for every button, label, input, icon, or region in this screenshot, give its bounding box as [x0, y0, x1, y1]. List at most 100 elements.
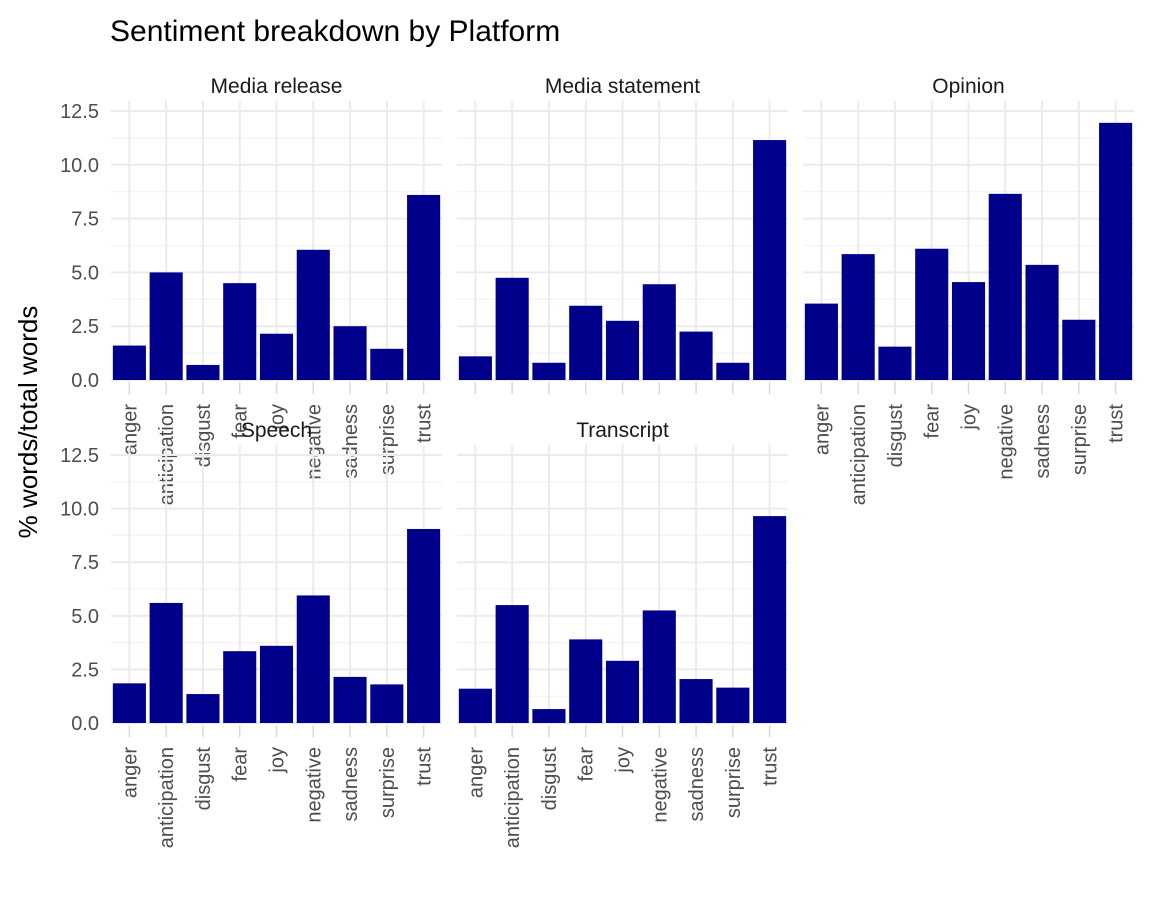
x-tick-label: joy: [959, 404, 981, 431]
bar-anticipation: [149, 272, 183, 380]
bar-negative: [642, 610, 676, 723]
x-tick-label: anger: [811, 404, 833, 455]
x-tick-label: anger: [119, 404, 141, 455]
bar-disgust: [532, 709, 566, 723]
y-tick-label: 5.0: [71, 606, 99, 628]
bar-anticipation: [149, 602, 183, 723]
x-tick-label: anticipation: [156, 747, 178, 848]
bar-trust: [407, 194, 441, 380]
bar-anticipation: [495, 605, 529, 723]
bar-joy: [605, 660, 640, 723]
bar-sadness: [333, 676, 367, 723]
x-tick-label: trust: [760, 747, 782, 786]
bar-anger: [112, 345, 146, 380]
bar-anger: [112, 683, 146, 723]
x-tick-label: sadness: [1032, 404, 1054, 479]
bar-negative: [296, 249, 330, 380]
bar-surprise: [370, 348, 404, 380]
bar-surprise: [370, 684, 404, 723]
x-tick-label: surprise: [723, 747, 745, 818]
bar-sadness: [679, 331, 713, 380]
bar-anger: [804, 303, 838, 380]
bar-sadness: [333, 326, 367, 380]
x-tick-label: joy: [613, 747, 635, 774]
x-tick-label: fear: [230, 747, 252, 782]
x-tick-label: fear: [576, 747, 598, 782]
bar-trust: [753, 516, 787, 723]
y-tick-label: 2.5: [71, 659, 99, 681]
y-tick-label: 0.0: [71, 370, 99, 392]
bar-disgust: [532, 362, 566, 380]
x-tick-label: joy: [267, 404, 289, 431]
y-tick-label: 2.5: [71, 316, 99, 338]
x-tick-label: sadness: [340, 747, 362, 822]
x-tick-label: negative: [303, 404, 325, 480]
x-tick-label: surprise: [1069, 404, 1091, 475]
facet-panels: Media release0.02.55.07.510.012.5angeran…: [60, 75, 1134, 848]
x-tick-label: trust: [414, 404, 436, 443]
facet-media-statement: Media statement: [457, 75, 788, 394]
x-tick-label: disgust: [193, 404, 215, 468]
facet-strip-label: Speech: [241, 419, 312, 442]
bar-joy: [259, 333, 294, 380]
bar-trust: [753, 140, 787, 380]
x-tick-label: surprise: [377, 747, 399, 818]
bar-fear: [223, 283, 257, 380]
x-tick-label: surprise: [377, 404, 399, 475]
x-tick-label: anger: [465, 747, 487, 798]
x-tick-label: fear: [922, 404, 944, 439]
bar-fear: [569, 639, 603, 723]
y-tick-label: 10.0: [60, 499, 99, 521]
bar-trust: [407, 528, 441, 723]
bar-surprise: [716, 687, 750, 723]
bar-disgust: [878, 346, 912, 380]
x-tick-label: anticipation: [502, 747, 524, 848]
x-tick-label: sadness: [686, 747, 708, 822]
bar-joy: [259, 645, 294, 723]
x-tick-label: anticipation: [848, 404, 870, 505]
facet-opinion: Opinion anger anticipation disgust fear joy ne…: [803, 75, 1134, 505]
x-tick-label: disgust: [539, 747, 561, 811]
bar-surprise: [1062, 319, 1096, 380]
bar-anticipation: [495, 277, 529, 380]
x-tick-label: disgust: [193, 747, 215, 811]
facet-strip-label: Media statement: [545, 75, 700, 98]
facet-strip-label: Transcript: [576, 419, 669, 442]
bar-sadness: [679, 679, 713, 723]
y-tick-label: 12.5: [60, 101, 99, 123]
chart-title: Sentiment breakdown by Platform: [110, 15, 560, 48]
bar-negative: [296, 595, 330, 723]
y-tick-label: 0.0: [71, 713, 99, 735]
bar-anger: [458, 688, 492, 723]
x-tick-label: fear: [230, 404, 252, 439]
y-tick-label: 12.5: [60, 445, 99, 467]
y-tick-label: 10.0: [60, 155, 99, 177]
x-tick-label: negative: [649, 747, 671, 823]
x-tick-label: anger: [119, 747, 141, 798]
bar-sadness: [1025, 264, 1059, 380]
y-tick-label: 7.5: [71, 552, 99, 574]
x-tick-label: negative: [995, 404, 1017, 480]
bar-fear: [569, 305, 603, 380]
bar-joy: [605, 320, 640, 380]
x-tick-label: sadness: [340, 404, 362, 479]
facet-strip-label: Opinion: [932, 75, 1004, 98]
x-tick-label: trust: [414, 747, 436, 786]
bar-fear: [223, 651, 257, 723]
bar-surprise: [716, 362, 750, 380]
y-tick-label: 7.5: [71, 209, 99, 231]
x-tick-label: disgust: [885, 404, 907, 468]
bar-anger: [458, 356, 492, 380]
bar-anticipation: [841, 254, 875, 380]
bar-negative: [642, 284, 676, 380]
facet-speech: Speech 0.0 2.5 5.0 7.5 10.0 12.5 anger anticipat…: [60, 419, 442, 848]
y-tick-label: 5.0: [71, 262, 99, 284]
facet-media-release: Media release0.02.55.07.510.012.5angeran…: [60, 75, 442, 505]
bar-disgust: [186, 694, 220, 723]
facet-transcript: Transcript anger anticipation disgust fear jo…: [457, 419, 788, 848]
x-tick-label: joy: [267, 747, 289, 774]
bar-disgust: [186, 364, 220, 380]
bar-negative: [988, 193, 1022, 380]
x-tick-label: negative: [303, 747, 325, 823]
